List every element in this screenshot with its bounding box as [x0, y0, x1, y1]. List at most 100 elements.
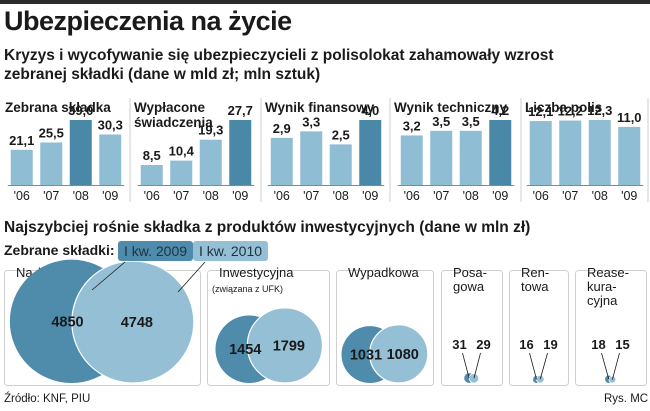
data-label: 3,2: [403, 118, 421, 133]
bar: [40, 142, 63, 185]
panel-frame: [441, 270, 503, 386]
panel-title: kura-: [587, 279, 617, 294]
data-label: 3,5: [462, 114, 480, 129]
panel-frame: [207, 270, 330, 386]
bar: [559, 120, 582, 185]
x-tick-label: '08: [592, 189, 608, 203]
x-tick-label: '09: [102, 189, 118, 203]
x-tick-label: '09: [492, 189, 508, 203]
x-tick-label: '06: [533, 189, 549, 203]
bar: [400, 135, 423, 185]
legend-item-2009: I kw. 2009: [118, 241, 194, 261]
panel-frame: [336, 270, 434, 386]
leader-line: [611, 352, 620, 380]
source-note: Źródło: KNF, PIU: [4, 393, 91, 405]
x-tick-label: '06: [14, 189, 30, 203]
bar: [430, 130, 453, 185]
x-tick-label: '07: [562, 189, 578, 203]
bubble-value-2009: 4850: [51, 314, 83, 330]
panel-title: Wypadkowa: [348, 265, 419, 280]
bubble-value-2010: 29: [476, 337, 490, 352]
panel-title: towa: [521, 279, 549, 294]
data-label: 30,3: [98, 118, 123, 133]
panel-title: świadczenia: [134, 115, 213, 130]
data-label: 2,5: [332, 127, 350, 142]
panel-title: Ren-: [521, 265, 549, 280]
bar: [459, 130, 482, 185]
panel-title: Wynik techniczny: [394, 100, 508, 115]
data-label: 12,3: [587, 103, 612, 118]
x-tick-label: '07: [43, 189, 59, 203]
bubble-value-2010: 1799: [273, 338, 305, 354]
x-tick-label: '06: [144, 189, 160, 203]
bar: [329, 144, 352, 185]
panel-frame: [575, 270, 647, 386]
data-label: 10,4: [169, 144, 195, 159]
page-title: Ubezpieczenia na życie: [4, 6, 292, 36]
bar: [199, 139, 222, 185]
bubble-2010: [369, 324, 429, 384]
x-tick-label: '09: [621, 189, 637, 203]
bar: [489, 120, 512, 185]
data-label: 39,0: [68, 103, 93, 118]
bubble-value-2010: 15: [615, 337, 629, 352]
data-label: 11,0: [617, 110, 642, 125]
x-tick-label: '07: [433, 189, 449, 203]
bar: [229, 120, 252, 185]
x-tick-label: '08: [73, 189, 89, 203]
data-label: 12,2: [558, 104, 583, 119]
panel-title: Zebrana składka: [5, 100, 111, 115]
bubble-2010: [246, 307, 324, 384]
panel-title: Liczba polis: [525, 100, 602, 115]
bar: [69, 120, 92, 185]
legend-callout: [91, 261, 126, 291]
x-tick-label: '07: [303, 189, 319, 203]
leader-line: [601, 352, 610, 380]
x-tick-label: '09: [362, 189, 378, 203]
panel-title: Posa-: [453, 265, 487, 280]
bar: [140, 165, 163, 185]
bubble-value-2009: 1031: [350, 348, 382, 364]
data-label: 8,5: [143, 148, 161, 163]
panel-frame: [509, 270, 569, 386]
data-label: 4,2: [491, 103, 509, 118]
credit-note: Rys. MC: [604, 393, 649, 405]
panel-title: Rease-: [587, 265, 629, 280]
x-tick-label: '08: [463, 189, 479, 203]
bar: [359, 120, 382, 185]
data-label: 25,5: [39, 126, 64, 141]
panel-title: Wynik finansowy: [265, 100, 375, 115]
bubble-value-2010: 4748: [121, 315, 153, 331]
leader-line: [462, 352, 470, 379]
bubble-value-2009: 1454: [229, 342, 261, 358]
bar: [618, 126, 641, 185]
bar: [99, 134, 122, 185]
panel-title: cyjna: [587, 293, 618, 308]
x-tick-label: '08: [333, 189, 349, 203]
panel-title: Wypłacone: [134, 100, 206, 115]
bar: [588, 120, 611, 185]
bubble-value-2009: 18: [591, 337, 605, 352]
data-label: 27,7: [228, 103, 253, 118]
data-label: 4,0: [361, 103, 379, 118]
panel-title: Inwestycyjna: [219, 265, 294, 280]
bubble-value-2009: 16: [519, 337, 533, 352]
data-label: 19,3: [198, 123, 223, 138]
data-label: 2,9: [273, 121, 291, 136]
leader-line: [539, 352, 548, 380]
x-tick-label: '06: [404, 189, 420, 203]
leader-line: [473, 352, 481, 379]
bar: [10, 149, 33, 185]
top-rule: [0, 0, 650, 4]
legend-label: Zebrane składki:: [4, 242, 115, 258]
panel-title: gowa: [453, 279, 485, 294]
x-tick-label: '06: [274, 189, 290, 203]
bar: [529, 121, 552, 185]
leader-line: [529, 352, 537, 380]
x-tick-label: '07: [173, 189, 189, 203]
legend-item-2010: I kw. 2010: [193, 241, 269, 261]
panel-subtitle: (związana z UFK): [212, 284, 283, 294]
legend-callout: [177, 261, 206, 293]
data-label: 12,1: [528, 104, 553, 119]
